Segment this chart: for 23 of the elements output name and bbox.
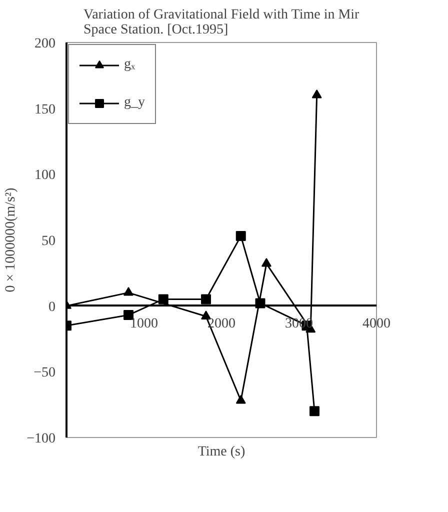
point <box>124 286 134 296</box>
y-tick-label: 150 <box>34 102 56 118</box>
y-tick-label: 0 <box>48 300 56 315</box>
x-axis-title: Time (s) <box>198 444 246 460</box>
chart-title: Variation of Gravitational Field with Time in Mir Space Station. [Oct.1995] <box>84 8 360 38</box>
legend-label: g_y <box>124 95 145 111</box>
y-tick-label: 200 <box>34 36 56 52</box>
point <box>158 294 168 304</box>
legend-label: gₓ <box>124 57 136 73</box>
point <box>201 294 211 304</box>
point <box>310 406 320 416</box>
point <box>261 258 272 267</box>
y-axis-title: 0 × 1000000(m/s²) <box>4 187 19 292</box>
x-tick-label: 4000 <box>362 316 390 332</box>
y-tick-label: −50 <box>34 366 56 381</box>
point <box>236 231 246 242</box>
x-tick-label: 1000 <box>130 316 158 332</box>
point <box>312 89 322 98</box>
point <box>201 310 211 320</box>
y-tick-label: −100 <box>26 432 56 446</box>
point <box>236 394 246 404</box>
y-tick-label: 50 <box>42 234 56 249</box>
y-tick-label: 100 <box>34 168 56 184</box>
